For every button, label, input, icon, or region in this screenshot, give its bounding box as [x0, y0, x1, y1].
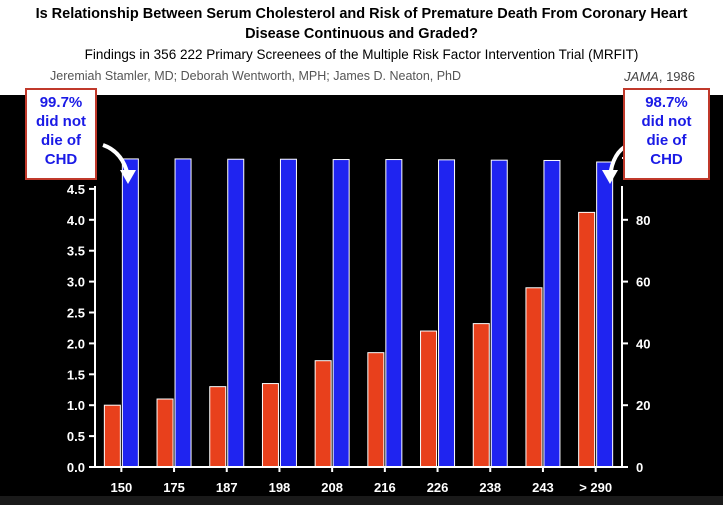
y-left-tick-label-6: 3.0 — [67, 275, 85, 290]
callout-left-line-4: CHD — [44, 151, 78, 168]
authors: Jeremiah Stamler, MD; Deborah Wentworth,… — [50, 69, 462, 83]
bar-blue-5 — [385, 159, 403, 468]
x-tick-label-3: 198 — [269, 480, 291, 495]
bar-blue-6 — [438, 159, 456, 468]
bar-red-8 — [525, 287, 543, 468]
callout-right-line-2: did not — [641, 113, 692, 130]
bar-blue-9 — [596, 161, 614, 468]
callout-right-arrowhead — [602, 170, 618, 184]
bar-red-4 — [314, 360, 332, 468]
callout-right: 98.7% did not die of CHD — [623, 88, 710, 180]
x-tick-label-8: 243 — [532, 480, 554, 495]
callout-left-line-1: 99.7% — [39, 94, 83, 111]
y-left-tick-label-1: 0.5 — [67, 429, 85, 444]
x-tick-label-4: 208 — [321, 480, 343, 495]
title-line-1: Is Relationship Between Serum Cholestero… — [35, 6, 688, 22]
callout-left-line-2: did not — [36, 113, 86, 130]
y-left-tick-label-5: 2.5 — [67, 306, 85, 321]
y-left-tick-label-4: 2.0 — [67, 336, 85, 351]
x-tick-label-2: 187 — [216, 480, 238, 495]
bar-blue-4 — [332, 159, 350, 468]
journal-year: 1986 — [666, 69, 695, 84]
slide-header: Is Relationship Between Serum Cholestero… — [0, 0, 723, 95]
bar-red-1 — [156, 398, 174, 468]
bottom-band — [0, 496, 723, 505]
journal-name: JAMA — [624, 69, 659, 84]
subtitle: Findings in 356 222 Primary Screenees of… — [84, 47, 639, 62]
bar-blue-2 — [227, 158, 245, 468]
bar-blue-0 — [121, 158, 139, 468]
callout-left-line-3: die of — [41, 132, 81, 149]
y-left-tick-label-2: 1.0 — [67, 398, 85, 413]
callout-left-arrowhead — [120, 170, 136, 184]
journal-citation: JAMA, 1986 — [624, 69, 695, 84]
y-right-tick-label-2: 40 — [636, 336, 650, 351]
y-left-tick-label-7: 3.5 — [67, 244, 85, 259]
bars-group — [103, 158, 614, 468]
y-left-tick-label-0: 0.0 — [67, 460, 85, 475]
x-tick-label-6: 226 — [427, 480, 449, 495]
title-line-2: Disease Continuous and Graded? — [245, 26, 478, 42]
bar-red-6 — [420, 330, 438, 468]
bar-blue-8 — [543, 159, 561, 468]
bar-blue-7 — [490, 159, 508, 468]
bar-red-7 — [472, 323, 490, 468]
bar-red-2 — [209, 386, 227, 468]
callout-right-line-3: die of — [646, 132, 687, 149]
y-left-tick-label-3: 1.5 — [67, 367, 85, 382]
bar-red-3 — [261, 383, 279, 468]
x-tick-label-1: 175 — [163, 480, 185, 495]
y-right-tick-label-4: 80 — [636, 213, 650, 228]
x-tick-label-9: > 290 — [579, 480, 612, 495]
callout-left: 99.7% did not die of CHD — [25, 88, 97, 180]
bar-red-5 — [367, 352, 385, 468]
x-tick-label-5: 216 — [374, 480, 396, 495]
x-tick-label-0: 150 — [110, 480, 132, 495]
y-left-tick-label-9: 4.5 — [67, 182, 85, 197]
y-right-tick-label-3: 60 — [636, 275, 650, 290]
bar-red-0 — [103, 404, 121, 468]
bar-red-9 — [578, 211, 596, 468]
axes-group: 150 175 187 198 208 216 226 238 243 > 290 0.0 0.5 1.… — [67, 151, 658, 495]
y-right-tick-label-1: 20 — [636, 398, 650, 413]
callout-right-line-1: 98.7% — [645, 94, 688, 111]
y-right-tick-label-0: 0 — [636, 460, 643, 475]
bar-blue-1 — [174, 158, 192, 468]
x-tick-label-7: 238 — [479, 480, 501, 495]
y-left-tick-label-8: 4.0 — [67, 213, 85, 228]
bar-blue-3 — [279, 158, 297, 468]
callout-right-line-4: CHD — [650, 151, 683, 168]
